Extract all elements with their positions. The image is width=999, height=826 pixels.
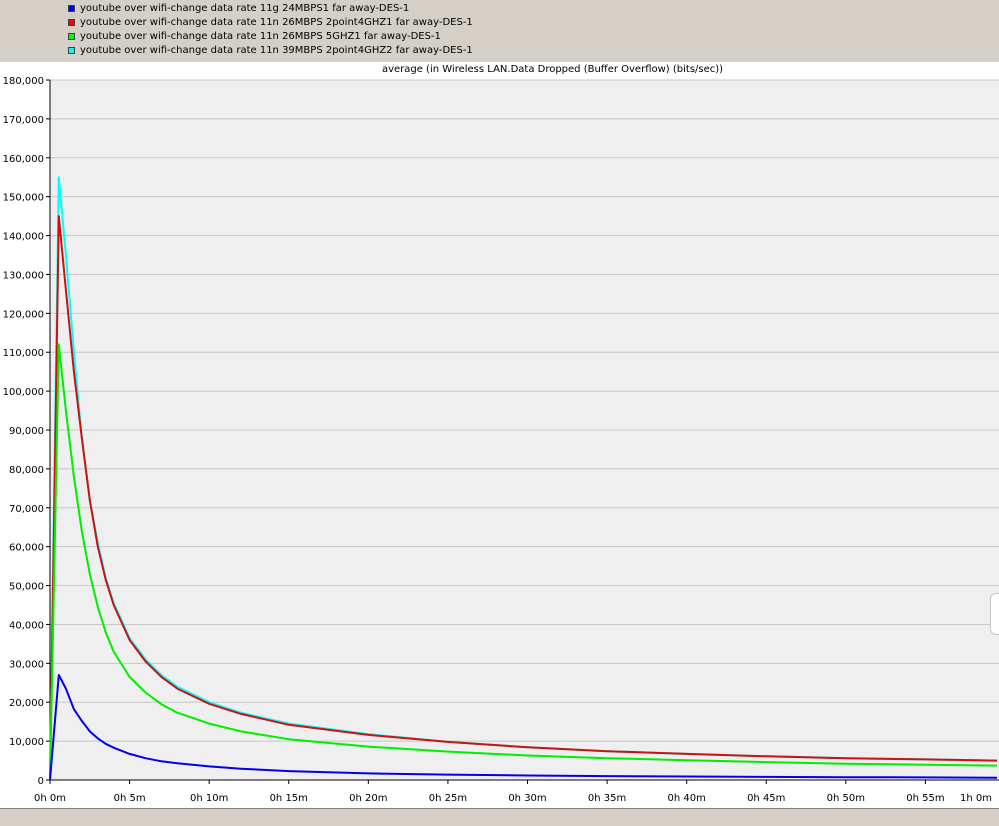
y-tick-label: 50,000 [9,582,44,593]
y-tick-label: 130,000 [3,270,44,281]
y-tick-label: 170,000 [3,115,44,126]
y-tick-label: 160,000 [3,154,44,165]
legend-label: youtube over wifi-change data rate 11n 2… [80,30,441,42]
legend-item: youtube over wifi-change data rate 11n 2… [68,29,441,43]
legend-item: youtube over wifi-change data rate 11n 3… [68,43,473,57]
y-tick-label: 120,000 [3,309,44,320]
x-tick-label: 0h 15m [270,793,308,804]
series-line [49,215,998,781]
x-tick-label: 0h 35m [588,793,626,804]
legend-swatch [68,46,75,54]
legend-swatch [68,4,75,12]
side-panel-handle[interactable] [990,593,999,635]
x-tick-label: 0h 55m [906,793,944,804]
y-tick-label: 60,000 [9,543,44,554]
x-tick-label: 0h 25m [429,793,467,804]
legend-panel: youtube over wifi-change data rate 11g 2… [0,0,999,62]
legend-label: youtube over wifi-change data rate 11n 2… [80,16,473,28]
x-tick-label: 0h 45m [747,793,785,804]
y-tick-label: 10,000 [9,737,44,748]
chart-title: average (in Wireless LAN.Data Dropped (B… [381,64,724,75]
legend-swatch [68,32,75,40]
y-tick-label: 90,000 [9,426,44,437]
legend-label: youtube over wifi-change data rate 11n 3… [80,44,473,56]
series-line [49,674,998,781]
y-tick-label: 0 [38,776,44,787]
x-tick-label: 0h 50m [827,793,865,804]
y-tick-label: 140,000 [3,232,44,243]
y-tick-label: 110,000 [3,348,44,359]
series-line [49,343,998,781]
x-tick-label: 0h 40m [667,793,705,804]
y-tick-label: 30,000 [9,659,44,670]
x-tick-label: 0h 10m [190,793,228,804]
y-tick-label: 180,000 [3,76,44,87]
y-tick-label: 70,000 [9,504,44,515]
y-tick-label: 150,000 [3,193,44,204]
x-tick-label: 0h 20m [349,793,387,804]
x-tick-label: 0h 0m [34,793,66,804]
y-tick-label: 100,000 [3,387,44,398]
legend-label: youtube over wifi-change data rate 11g 2… [80,2,410,14]
x-tick-label: 0h 5m [114,793,146,804]
status-bar [0,808,999,826]
y-tick-label: 80,000 [9,465,44,476]
legend-item: youtube over wifi-change data rate 11n 2… [68,15,473,29]
x-tick-label: 0h 30m [508,793,546,804]
legend-item: youtube over wifi-change data rate 11g 2… [68,1,409,15]
y-tick-label: 40,000 [9,620,44,631]
x-tick-label: 1h 0m [960,793,992,804]
y-tick-label: 20,000 [9,698,44,709]
legend-swatch [68,18,75,26]
